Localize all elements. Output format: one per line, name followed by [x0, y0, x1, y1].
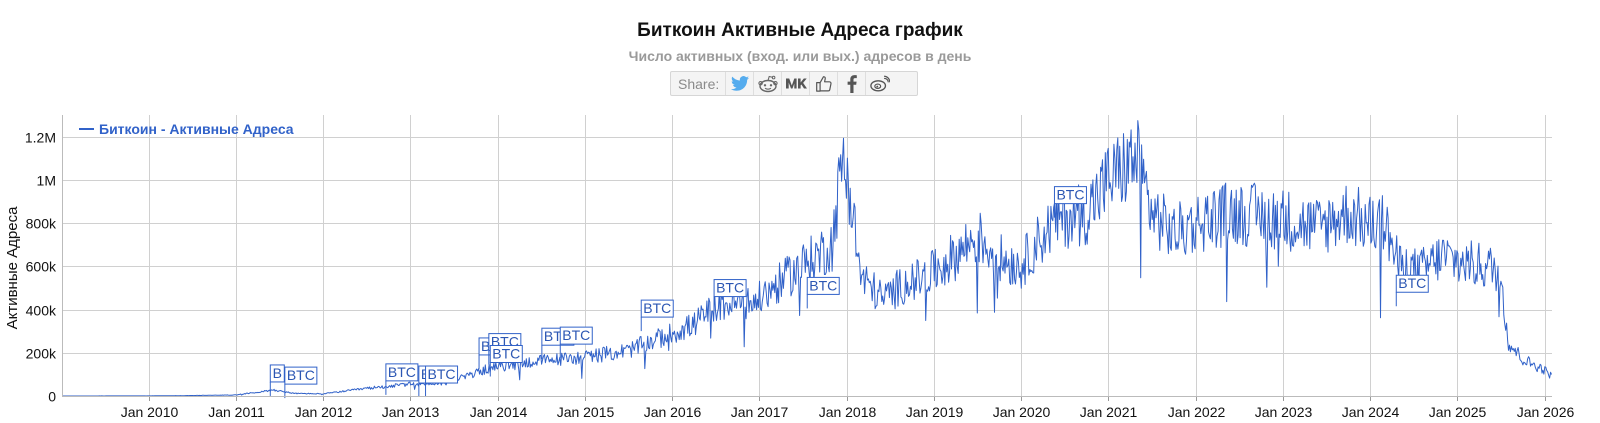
x-tick-label: Jan 2021: [1080, 404, 1138, 420]
x-tick-label: Jan 2016: [644, 404, 702, 420]
x-tick-label: Jan 2011: [208, 404, 265, 420]
event-flag[interactable]: BTC: [1053, 186, 1087, 218]
chart-axes: 0 200k 400k 600k 800k 1M 1.2M Jan 2010 Jan 2011 J…: [25, 115, 1575, 420]
chart-flags: BBTCBTCBTCBTCBTCBTCBTCBTCBTCBTCBTCBTCBTC…: [269, 186, 1429, 399]
flag-box: [1395, 274, 1429, 293]
flag-box: [640, 299, 674, 318]
flag-box: [385, 363, 419, 382]
y-axis-label: Активные Адреса: [4, 206, 21, 329]
event-flag[interactable]: BTC: [559, 326, 593, 359]
flag-label: BTC: [562, 327, 590, 343]
x-tick-label: Jan 2014: [470, 404, 528, 420]
share-bar: Share:: [670, 71, 918, 96]
event-flag[interactable]: BTC: [713, 279, 747, 311]
twitter-icon[interactable]: [725, 72, 753, 95]
flag-label: BTC: [492, 345, 520, 361]
x-tick-label: Jan 2013: [382, 404, 440, 420]
x-tick-label: Jan 2017: [731, 404, 789, 420]
vk-icon[interactable]: [781, 72, 809, 95]
event-flag[interactable]: BTC: [385, 363, 419, 395]
flag-label: B: [273, 365, 282, 381]
flag-box: [425, 365, 459, 384]
event-flag[interactable]: B: [269, 364, 285, 396]
x-tick-label: Jan 2026: [1517, 404, 1575, 420]
flag-label: BTC: [287, 367, 315, 383]
flag-box: [269, 364, 285, 383]
x-tick-label: Jan 2018: [819, 404, 877, 420]
flag-label: BTC: [716, 280, 744, 296]
chart-subtitle: Число активных (вход. или вых.) адресов …: [628, 48, 972, 64]
flag-box: [559, 326, 593, 345]
reddit-icon[interactable]: [753, 72, 781, 95]
x-tick-label: Jan 2012: [295, 404, 353, 420]
y-tick-label: 1.2M: [25, 130, 56, 146]
flag-box: [713, 279, 747, 298]
chart-title: Биткоин Активные Адреса график: [637, 20, 963, 41]
flag-box: [489, 344, 523, 363]
x-tick-label: Jan 2019: [906, 404, 964, 420]
y-tick-label: 800k: [26, 216, 57, 232]
x-tick-label: Jan 2025: [1429, 404, 1487, 420]
flag-box: [1053, 186, 1087, 205]
share-label: Share:: [678, 75, 720, 92]
x-tick-label: Jan 2010: [121, 404, 179, 420]
legend-label[interactable]: Биткоин - Активные Адреса: [99, 121, 294, 137]
y-tick-label: 1M: [37, 173, 56, 189]
flag-label: BTC: [388, 364, 416, 380]
y-tick-label: 600k: [26, 259, 57, 275]
flag-label: BTC: [1398, 275, 1426, 291]
flag-label: BTC: [428, 366, 456, 382]
x-tick-label: Jan 2022: [1168, 404, 1226, 420]
event-flag[interactable]: BTC: [1395, 274, 1429, 307]
x-tick-label: Jan 2024: [1342, 404, 1400, 420]
x-tick-label: Jan 2020: [993, 404, 1051, 420]
event-flag[interactable]: BTC: [806, 276, 840, 309]
y-tick-label: 200k: [26, 346, 57, 362]
x-tick-label: Jan 2015: [557, 404, 615, 420]
x-tick-label: Jan 2023: [1255, 404, 1313, 420]
chart-legend: Биткоин - Активные Адреса: [79, 121, 294, 137]
event-flag[interactable]: BTC: [489, 344, 523, 377]
y-tick-label: 400k: [26, 303, 57, 319]
flag-label: BTC: [809, 277, 837, 293]
flag-box: [806, 276, 840, 295]
facebook-icon[interactable]: [837, 72, 865, 95]
event-flag[interactable]: BTC: [425, 365, 459, 398]
chart-grid: [62, 115, 1552, 397]
weibo-icon[interactable]: [865, 72, 893, 95]
flag-label: BTC: [1056, 187, 1084, 203]
series-line: [62, 120, 1552, 397]
y-tick-label: 0: [48, 389, 56, 405]
like-icon[interactable]: [809, 72, 837, 95]
event-flag[interactable]: BTC: [284, 366, 318, 399]
flag-box: [284, 366, 318, 385]
event-flag[interactable]: BTC: [640, 299, 674, 332]
chart-series: [62, 120, 1552, 397]
flag-label: BTC: [643, 300, 671, 316]
